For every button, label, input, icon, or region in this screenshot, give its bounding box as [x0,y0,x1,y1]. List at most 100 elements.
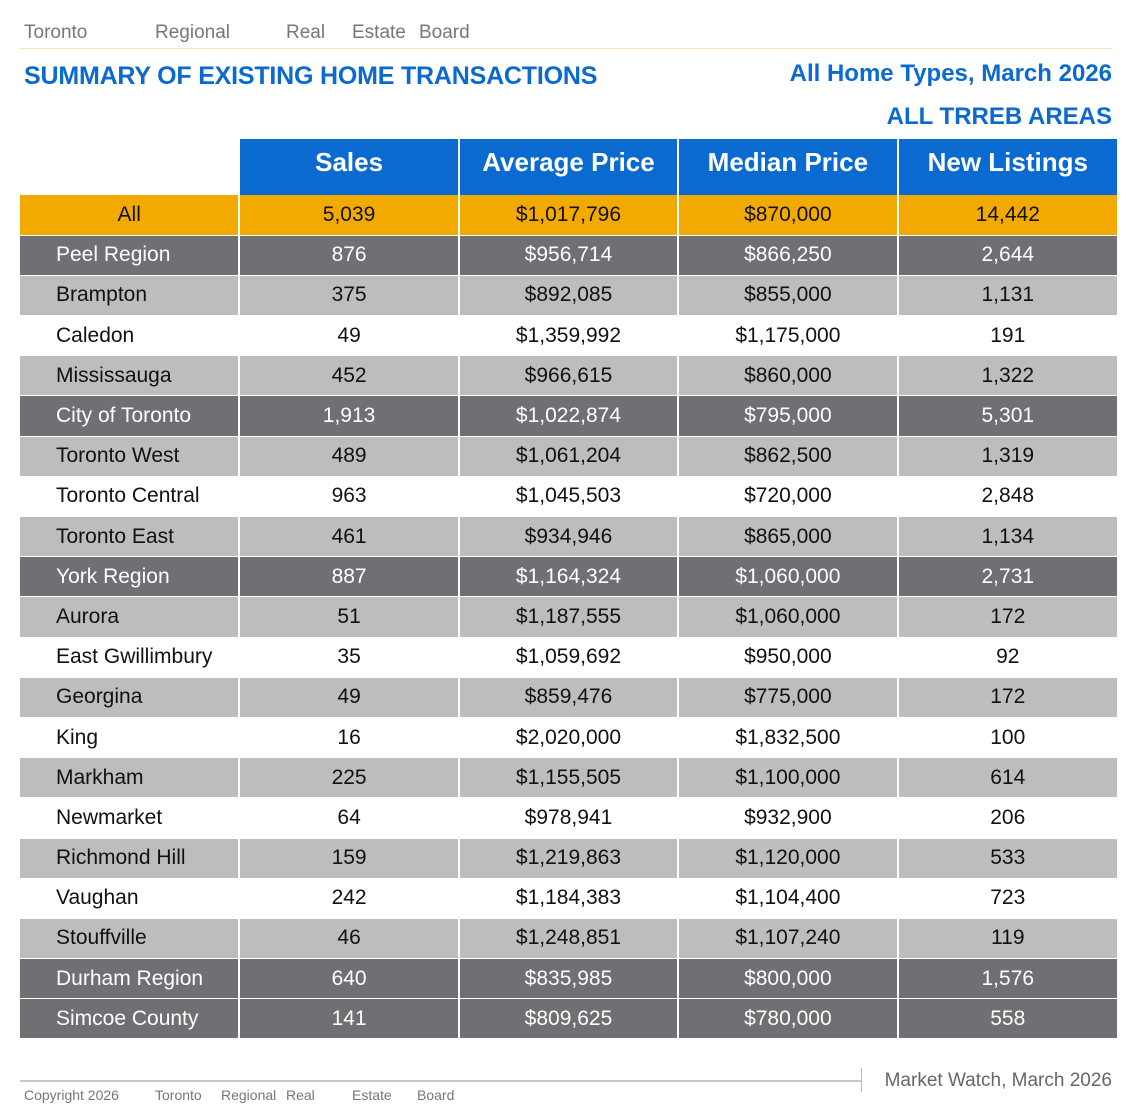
sales-cell: 1,913 [238,395,459,437]
area-cell: Stouffville [20,918,240,960]
new-listings-cell: 100 [896,717,1117,759]
median-price-cell: $1,832,500 [677,717,898,759]
sales-cell: 141 [238,998,459,1040]
median-price-cell: $1,100,000 [677,757,898,799]
sales-cell: 64 [238,797,459,839]
area-cell: All [20,195,240,236]
median-price-cell: $775,000 [677,677,898,718]
header-average-price: Average Price [457,139,679,195]
new-listings-cell: 723 [896,878,1117,919]
average-price-cell: $809,625 [457,998,679,1040]
average-price-cell: $1,187,555 [457,596,679,638]
average-price-cell: $1,017,796 [457,195,679,236]
table-row: Stouffville 46 $1,248,851 $1,107,240 119 [20,918,1117,960]
table-row: Peel Region 876 $956,714 $866,250 2,644 [20,235,1117,276]
new-listings-cell: 558 [896,998,1117,1040]
copyright-word: Estate [352,1087,392,1103]
footer-separator [861,1068,862,1092]
area-cell: Caledon [20,315,240,357]
table-row: Markham 225 $1,155,505 $1,100,000 614 [20,757,1117,799]
new-listings-cell: 1,322 [896,355,1117,397]
area-cell: Mississauga [20,355,240,397]
area-cell: York Region [20,556,240,598]
median-price-cell: $862,500 [677,436,898,477]
average-price-cell: $1,248,851 [457,918,679,960]
table-header-row: Sales Average Price Median Price New Lis… [20,139,1117,195]
table-row: Toronto East 461 $934,946 $865,000 1,134 [20,516,1117,558]
median-price-cell: $800,000 [677,958,898,1000]
average-price-cell: $835,985 [457,958,679,1000]
page-title: SUMMARY OF EXISTING HOME TRANSACTIONS [24,62,598,90]
table-row: King 16 $2,020,000 $1,832,500 100 [20,717,1117,759]
copyright-word: Board [417,1087,455,1103]
average-price-cell: $1,022,874 [457,395,679,437]
median-price-cell: $1,107,240 [677,918,898,960]
market-watch-label: Market Watch, March 2026 [884,1070,1112,1091]
new-listings-cell: 1,131 [896,275,1117,317]
sales-cell: 489 [238,436,459,477]
sales-cell: 5,039 [238,195,459,236]
average-price-cell: $1,164,324 [457,556,679,598]
area-cell: Richmond Hill [20,838,240,879]
area-cell: Newmarket [20,797,240,839]
average-price-cell: $1,184,383 [457,878,679,919]
copyright-word: Toronto [155,1087,202,1103]
table-row: Caledon 49 $1,359,992 $1,175,000 191 [20,315,1117,357]
area-cell: East Gwillimbury [20,637,240,678]
area-cell: Brampton [20,275,240,317]
average-price-cell: $1,359,992 [457,315,679,357]
new-listings-cell: 2,644 [896,235,1117,276]
new-listings-cell: 2,731 [896,556,1117,598]
median-price-cell: $855,000 [677,275,898,317]
header-median-price: Median Price [677,139,898,195]
average-price-cell: $978,941 [457,797,679,839]
median-price-cell: $795,000 [677,395,898,437]
area-cell: Georgina [20,677,240,718]
median-price-cell: $1,175,000 [677,315,898,357]
table-row: Richmond Hill 159 $1,219,863 $1,120,000 533 [20,838,1117,879]
table-row: Brampton 375 $892,085 $855,000 1,131 [20,275,1117,317]
area-cell: Toronto West [20,436,240,477]
new-listings-cell: 92 [896,637,1117,678]
average-price-cell: $2,020,000 [457,717,679,759]
area-cell: Aurora [20,596,240,638]
average-price-cell: $956,714 [457,235,679,276]
area-cell: Simcoe County [20,998,240,1040]
average-price-cell: $966,615 [457,355,679,397]
copyright-word: Copyright 2026 [24,1087,119,1103]
median-price-cell: $1,104,400 [677,878,898,919]
summary-table: Sales Average Price Median Price New Lis… [20,139,1117,1040]
sales-cell: 461 [238,516,459,558]
average-price-cell: $1,059,692 [457,637,679,678]
average-price-cell: $859,476 [457,677,679,718]
median-price-cell: $932,900 [677,797,898,839]
new-listings-cell: 206 [896,797,1117,839]
average-price-cell: $892,085 [457,275,679,317]
table-body: All 5,039 $1,017,796 $870,000 14,442 Peel Reg… [20,195,1117,1040]
table-row: Georgina 49 $859,476 $775,000 172 [20,677,1117,718]
subtitle-home-types: All Home Types, March 2026 [789,60,1112,87]
table-row: York Region 887 $1,164,324 $1,060,000 2,731 [20,556,1117,598]
org-word: Real [286,22,326,43]
area-cell: Durham Region [20,958,240,1000]
table-row: Mississauga 452 $966,615 $860,000 1,322 [20,355,1117,397]
median-price-cell: $1,060,000 [677,596,898,638]
header-blank [20,139,240,195]
median-price-cell: $1,060,000 [677,556,898,598]
sales-cell: 375 [238,275,459,317]
sales-cell: 49 [238,315,459,357]
sales-cell: 887 [238,556,459,598]
table-row: Newmarket 64 $978,941 $932,900 206 [20,797,1117,839]
sales-cell: 225 [238,757,459,799]
new-listings-cell: 614 [896,757,1117,799]
sales-cell: 640 [238,958,459,1000]
header-divider [20,48,1112,49]
area-cell: Toronto Central [20,476,240,518]
new-listings-cell: 1,319 [896,436,1117,477]
average-price-cell: $1,061,204 [457,436,679,477]
new-listings-cell: 2,848 [896,476,1117,518]
average-price-cell: $1,155,505 [457,757,679,799]
table-row: Durham Region 640 $835,985 $800,000 1,576 [20,958,1117,1000]
median-price-cell: $950,000 [677,637,898,678]
new-listings-cell: 1,134 [896,516,1117,558]
